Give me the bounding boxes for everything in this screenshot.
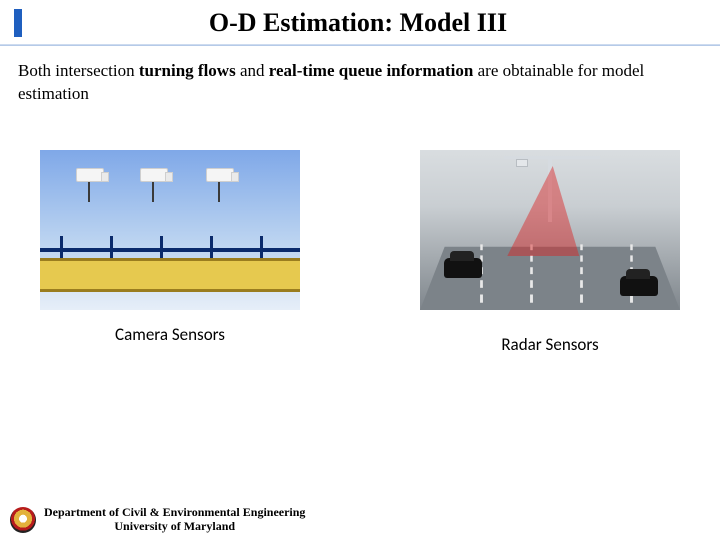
camera-arm xyxy=(88,180,90,202)
bridge-post xyxy=(160,236,163,258)
car-icon xyxy=(620,276,658,296)
footer-line-1: Department of Civil & Environmental Engi… xyxy=(44,506,305,520)
title-bar: O-D Estimation: Model III xyxy=(0,0,720,42)
bridge-post xyxy=(110,236,113,258)
radar-caption: Radar Sensors xyxy=(501,334,598,355)
camera-icon xyxy=(76,168,104,182)
camera-icon xyxy=(140,168,168,182)
camera-sensors-image xyxy=(40,150,300,310)
body-pre: Both intersection xyxy=(18,61,139,80)
camera-arm xyxy=(218,180,220,202)
body-text: Both intersection turning flows and real… xyxy=(0,46,720,106)
lane-marking xyxy=(580,244,583,310)
footer-text: Department of Civil & Environmental Engi… xyxy=(44,506,305,534)
body-mid: and xyxy=(236,61,269,80)
radar-beam xyxy=(507,166,588,256)
bridge-post xyxy=(210,236,213,258)
bridge-post xyxy=(60,236,63,258)
camera-icon xyxy=(206,168,234,182)
body-bold-1: turning flows xyxy=(139,61,236,80)
bridge-post xyxy=(260,236,263,258)
slide-title: O-D Estimation: Model III xyxy=(36,8,720,38)
title-accent xyxy=(14,9,22,37)
university-seal-icon xyxy=(10,507,36,533)
footer: Department of Civil & Environmental Engi… xyxy=(10,506,305,534)
car-icon xyxy=(444,258,482,278)
camera-caption: Camera Sensors xyxy=(115,324,225,345)
camera-block: Camera Sensors xyxy=(40,150,300,355)
images-row: Camera Sensors Radar Sensors xyxy=(0,106,720,355)
body-bold-2: real-time queue information xyxy=(269,61,474,80)
bridge xyxy=(40,258,300,292)
radar-sensors-image xyxy=(420,150,680,310)
footer-line-2: University of Maryland xyxy=(44,520,305,534)
radar-block: Radar Sensors xyxy=(420,150,680,355)
camera-arm xyxy=(152,180,154,202)
